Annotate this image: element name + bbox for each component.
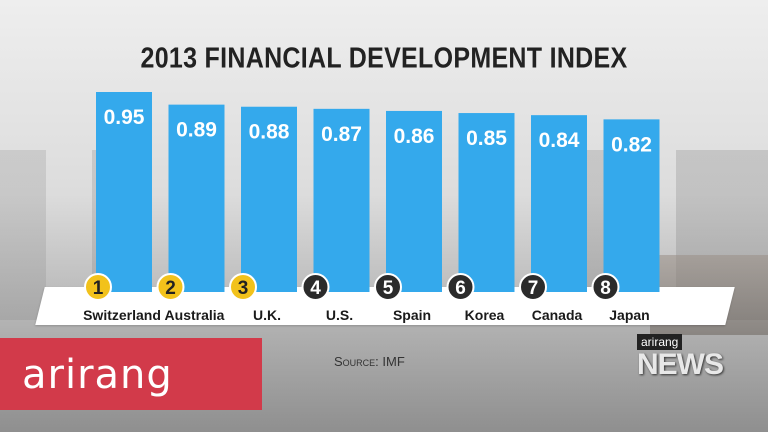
category-label: U.S. — [326, 307, 353, 323]
rank-badge — [374, 273, 402, 301]
category-label: Canada — [532, 307, 583, 323]
category-label: Switzerland — [83, 307, 161, 323]
bar-switzerland — [96, 92, 152, 292]
category-label: Australia — [165, 307, 225, 323]
rank-number: 6 — [455, 278, 466, 299]
category-label: Japan — [609, 307, 649, 323]
value-label: 0.87 — [321, 123, 362, 146]
source-note: Source: IMF — [334, 354, 405, 369]
bar-uk — [241, 106, 297, 292]
rank-number: 7 — [528, 278, 539, 299]
value-label: 0.84 — [539, 129, 580, 152]
value-label: 0.88 — [249, 121, 290, 144]
news-badge: NEWS — [637, 348, 724, 381]
bar-canada — [531, 115, 587, 292]
rank-badge — [229, 273, 257, 301]
rank-badge — [446, 273, 475, 301]
rank-number: 4 — [310, 278, 321, 299]
rank-number: 8 — [600, 278, 611, 299]
bar-japan — [603, 119, 660, 292]
rank-number: 2 — [165, 278, 176, 299]
rank-badge — [591, 273, 620, 301]
bar-australia — [168, 104, 225, 292]
rank-badge — [84, 273, 112, 301]
value-label: 0.82 — [611, 133, 652, 156]
rank-number: 1 — [93, 278, 104, 299]
rank-badge — [519, 273, 547, 301]
value-label: 0.95 — [104, 106, 145, 129]
rank-number: 3 — [238, 278, 249, 299]
value-label: 0.85 — [466, 127, 507, 150]
category-label: U.K. — [253, 307, 281, 323]
value-label: 0.86 — [394, 125, 435, 148]
bar-spain — [386, 110, 442, 293]
value-label: 0.89 — [176, 119, 217, 142]
category-label: Spain — [393, 307, 431, 323]
arirang-logo: arirang — [22, 352, 173, 398]
bar-korea — [458, 113, 515, 292]
category-label: Korea — [465, 307, 505, 323]
rank-badge — [301, 273, 330, 301]
arirang-logo-box — [0, 338, 262, 410]
bar-us — [313, 108, 370, 292]
rank-badge — [156, 273, 185, 301]
news-badge-top: arirang — [637, 334, 683, 350]
chart-title: 2013 FINANCIAL DEVELOPMENT INDEX — [140, 42, 628, 75]
rank-number: 5 — [383, 278, 394, 299]
